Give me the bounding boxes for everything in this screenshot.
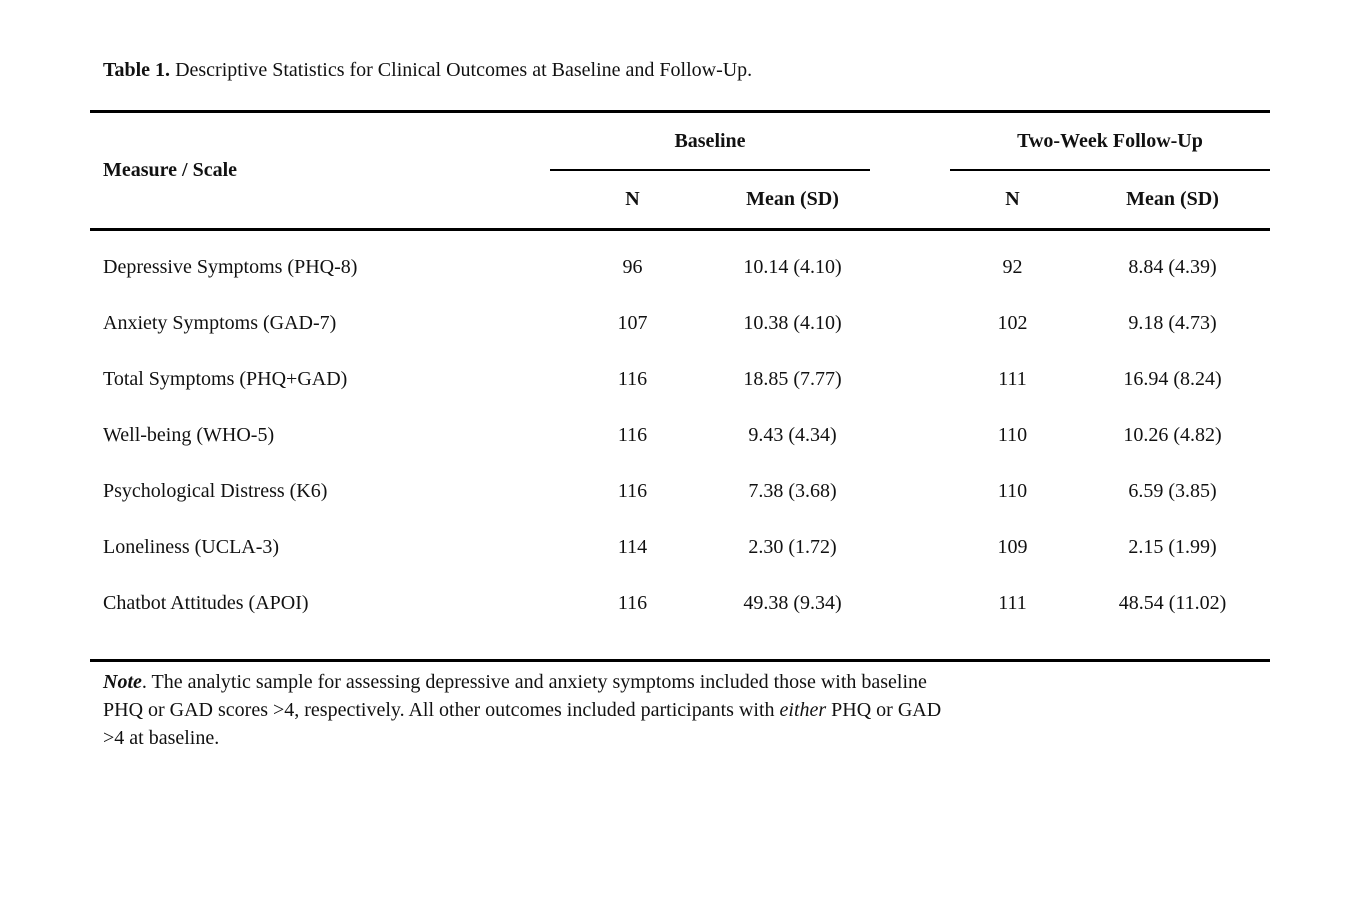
note-line-3: >4 at baseline. bbox=[103, 727, 220, 749]
cell-baseline-mean-sd: 2.30 (1.72) bbox=[748, 535, 837, 558]
cell-baseline-n: 107 bbox=[617, 311, 648, 334]
cell-baseline-n: 116 bbox=[617, 423, 648, 446]
note-text-2a: PHQ or GAD scores >4, respectively. All … bbox=[103, 699, 780, 721]
cell-followup-n: 110 bbox=[997, 479, 1028, 502]
cell-baseline-mean-sd: 10.14 (4.10) bbox=[743, 255, 842, 278]
cell-followup-mean-sd: 10.26 (4.82) bbox=[1123, 423, 1222, 446]
cell-baseline-n: 116 bbox=[617, 367, 648, 390]
table-row-phq8: Depressive Symptoms (PHQ-8) 96 10.14 (4.… bbox=[90, 239, 1270, 295]
cell-baseline-n: 116 bbox=[617, 479, 648, 502]
cell-measure: Depressive Symptoms (PHQ-8) bbox=[103, 255, 358, 278]
note-label: Note bbox=[103, 671, 142, 693]
table-row-k6: Psychological Distress (K6) 116 7.38 (3.… bbox=[90, 463, 1270, 519]
table-row-ucla3: Loneliness (UCLA-3) 114 2.30 (1.72) 109 … bbox=[90, 519, 1270, 575]
table-caption-text: Descriptive Statistics for Clinical Outc… bbox=[170, 59, 753, 81]
cell-baseline-mean-sd: 9.43 (4.34) bbox=[748, 423, 837, 446]
cell-followup-n: 102 bbox=[997, 311, 1028, 334]
table-row-who5: Well-being (WHO-5) 116 9.43 (4.34) 110 1… bbox=[90, 407, 1270, 463]
table-row-phq-gad-total: Total Symptoms (PHQ+GAD) 116 18.85 (7.77… bbox=[90, 351, 1270, 407]
table-caption: Table 1. Descriptive Statistics for Clin… bbox=[103, 58, 1270, 82]
note-text-1: . The analytic sample for assessing depr… bbox=[141, 671, 927, 693]
column-group-gap bbox=[870, 113, 950, 228]
note-line-2: PHQ or GAD scores >4, respectively. All … bbox=[103, 696, 1253, 724]
cell-baseline-mean-sd: 7.38 (3.68) bbox=[748, 479, 837, 502]
cell-baseline-n: 114 bbox=[617, 535, 648, 558]
cell-followup-n: 92 bbox=[1002, 255, 1023, 278]
note-line-1: Note. The analytic sample for assessing … bbox=[103, 668, 1253, 696]
cell-followup-mean-sd: 9.18 (4.73) bbox=[1128, 311, 1217, 334]
cell-measure: Psychological Distress (K6) bbox=[103, 479, 328, 502]
table-row-gad7: Anxiety Symptoms (GAD-7) 107 10.38 (4.10… bbox=[90, 295, 1270, 351]
col-header-followup-n: N bbox=[1005, 188, 1020, 210]
table-header: Measure / Scale Baseline Two-Week Follow… bbox=[90, 113, 1270, 231]
cell-followup-mean-sd: 8.84 (4.39) bbox=[1128, 255, 1217, 278]
cell-measure: Chatbot Attitudes (APOI) bbox=[103, 591, 309, 614]
descriptive-statistics-table: Measure / Scale Baseline Two-Week Follow… bbox=[90, 110, 1270, 662]
cell-followup-n: 111 bbox=[998, 367, 1027, 390]
cell-measure: Loneliness (UCLA-3) bbox=[103, 535, 280, 558]
cell-followup-mean-sd: 16.94 (8.24) bbox=[1123, 367, 1222, 390]
col-header-baseline-n: N bbox=[625, 188, 640, 210]
cell-measure: Well-being (WHO-5) bbox=[103, 423, 275, 446]
note-italic-either: either bbox=[779, 699, 827, 721]
col-header-measure-scale: Measure / Scale bbox=[103, 159, 238, 181]
table-row-apoi: Chatbot Attitudes (APOI) 116 49.38 (9.34… bbox=[90, 575, 1270, 631]
col-group-followup: Two-Week Follow-Up bbox=[950, 113, 1270, 171]
paper-page: Table 1. Descriptive Statistics for Clin… bbox=[0, 58, 1364, 922]
cell-followup-n: 110 bbox=[997, 423, 1028, 446]
cell-followup-mean-sd: 6.59 (3.85) bbox=[1128, 479, 1217, 502]
cell-baseline-mean-sd: 10.38 (4.10) bbox=[743, 311, 842, 334]
note-text-2b: PHQ or GAD bbox=[826, 699, 942, 721]
cell-followup-n: 111 bbox=[998, 591, 1027, 614]
cell-baseline-mean-sd: 49.38 (9.34) bbox=[743, 591, 842, 614]
col-header-followup-mean-sd: Mean (SD) bbox=[1126, 188, 1219, 210]
cell-measure: Total Symptoms (PHQ+GAD) bbox=[103, 367, 348, 390]
cell-followup-n: 109 bbox=[997, 535, 1028, 558]
cell-baseline-n: 96 bbox=[622, 255, 643, 278]
cell-baseline-n: 116 bbox=[617, 591, 648, 614]
table-caption-number: Table 1. bbox=[103, 59, 171, 81]
table-block: Table 1. Descriptive Statistics for Clin… bbox=[90, 58, 1270, 752]
table-body: Depressive Symptoms (PHQ-8) 96 10.14 (4.… bbox=[90, 231, 1270, 662]
col-header-baseline-mean-sd: Mean (SD) bbox=[746, 188, 839, 210]
table-note: Note. The analytic sample for assessing … bbox=[103, 668, 1253, 752]
cell-baseline-mean-sd: 18.85 (7.77) bbox=[743, 367, 842, 390]
col-group-baseline: Baseline bbox=[550, 113, 870, 171]
cell-measure: Anxiety Symptoms (GAD-7) bbox=[103, 311, 337, 334]
cell-followup-mean-sd: 48.54 (11.02) bbox=[1118, 591, 1227, 614]
cell-followup-mean-sd: 2.15 (1.99) bbox=[1128, 535, 1217, 558]
